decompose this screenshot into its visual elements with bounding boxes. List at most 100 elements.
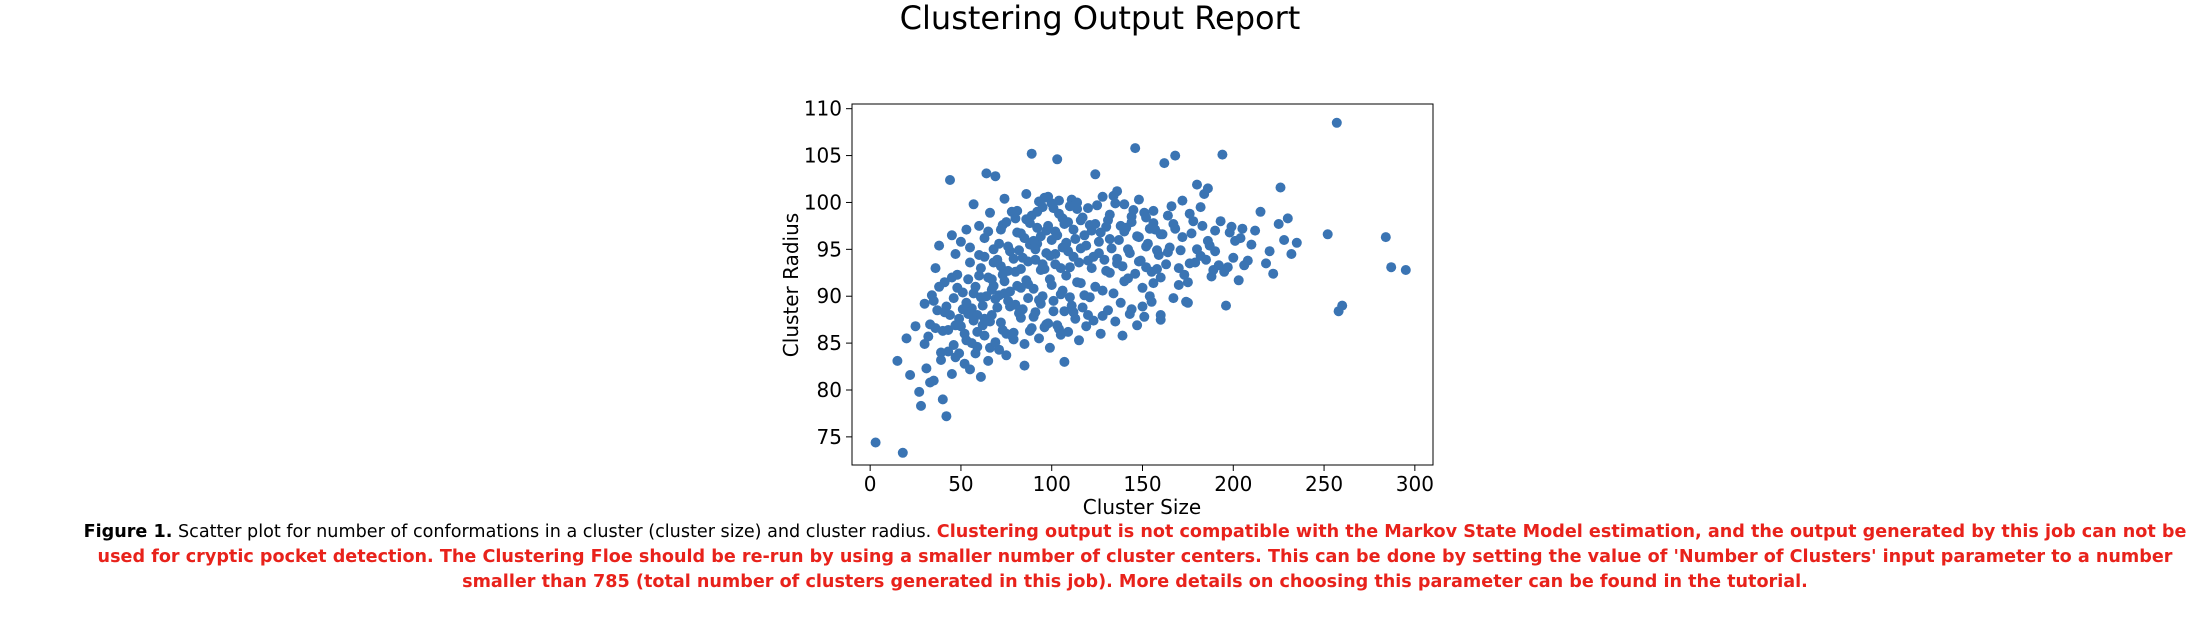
scatter-point xyxy=(1019,339,1030,349)
scatter-point xyxy=(1108,288,1119,299)
scatter-point xyxy=(974,220,985,231)
scatter-point xyxy=(1008,327,1019,338)
scatter-point xyxy=(1164,242,1175,253)
scatter-point xyxy=(974,270,985,281)
scatter-point xyxy=(1380,232,1391,243)
scatter-point xyxy=(950,320,961,331)
scatter-point xyxy=(1028,235,1039,246)
scatter-point xyxy=(1291,237,1302,248)
y-tick-label: 80 xyxy=(817,378,842,402)
scatter-point xyxy=(910,321,921,332)
scatter-point xyxy=(1233,275,1244,286)
scatter-point xyxy=(1083,203,1093,214)
scatter-point xyxy=(919,298,930,309)
scatter-point xyxy=(975,292,986,303)
scatter-point xyxy=(1064,292,1075,303)
scatter-point xyxy=(1400,265,1411,275)
scatter-point xyxy=(1035,298,1046,309)
scatter-point xyxy=(923,331,934,342)
scatter-point xyxy=(1088,315,1099,326)
scatter-point xyxy=(1128,205,1139,215)
scatter-point xyxy=(1044,342,1055,353)
scatter-point xyxy=(1026,323,1037,334)
scatter-point xyxy=(1019,360,1030,371)
scatter-point xyxy=(997,325,1008,335)
scatter-point xyxy=(897,447,908,458)
scatter-point xyxy=(1142,238,1153,249)
scatter-point xyxy=(1090,169,1101,180)
scatter-point xyxy=(1024,218,1035,229)
scatter-point xyxy=(992,302,1003,313)
scatter-point xyxy=(1057,285,1068,296)
scatter-point xyxy=(1195,202,1206,213)
scatter-point xyxy=(1250,225,1261,236)
scatter-point xyxy=(1041,319,1052,330)
scatter-point xyxy=(1192,244,1202,255)
scatter-point xyxy=(994,290,1005,301)
scatter-point xyxy=(1037,291,1048,302)
scatter-point xyxy=(1052,154,1063,165)
report-title: Clustering Output Report xyxy=(899,0,1301,37)
scatter-point xyxy=(997,269,1008,280)
scatter-point xyxy=(1190,257,1201,268)
scatter-point xyxy=(1032,222,1043,233)
scatter-point xyxy=(1117,261,1128,272)
scatter-point xyxy=(1039,192,1050,203)
scatter-point xyxy=(979,330,990,341)
scatter-point xyxy=(941,411,952,422)
scatter-point xyxy=(977,300,988,311)
scatter-point xyxy=(1008,253,1019,264)
scatter-point xyxy=(901,333,912,344)
scatter-point xyxy=(1023,256,1034,267)
scatter-point xyxy=(1133,194,1144,205)
x-tick-label: 50 xyxy=(948,472,973,496)
scatter-point xyxy=(1188,216,1199,227)
scatter-point xyxy=(1017,304,1028,315)
scatter-point xyxy=(1026,148,1037,159)
scatter-point xyxy=(870,437,881,448)
scatter-point xyxy=(1137,301,1148,312)
scatter-point xyxy=(1070,313,1081,324)
scatter-point xyxy=(1104,234,1115,244)
scatter-point xyxy=(999,193,1010,204)
scatter-point xyxy=(1153,250,1164,260)
scatter-point xyxy=(1155,310,1166,320)
scatter-point xyxy=(995,317,1006,328)
scatter-point xyxy=(961,335,972,346)
scatter-point xyxy=(1088,251,1099,262)
scatter-point xyxy=(1074,335,1084,346)
scatter-point xyxy=(990,171,1001,182)
scatter-point xyxy=(1099,254,1110,265)
scatter-point xyxy=(1237,223,1248,234)
scatter-point xyxy=(1202,183,1213,194)
scatter-points xyxy=(870,117,1411,458)
scatter-point xyxy=(1179,269,1190,280)
scatter-point xyxy=(994,238,1005,249)
scatter-point xyxy=(946,230,957,241)
scatter-point xyxy=(1173,263,1184,274)
scatter-point xyxy=(979,251,990,262)
y-tick-label: 110 xyxy=(804,97,842,121)
scatter-point xyxy=(1182,277,1193,288)
figure-caption: Figure 1. Scatter plot for number of con… xyxy=(70,520,2200,595)
scatter-point xyxy=(1119,276,1130,287)
scatter-point xyxy=(1155,229,1166,240)
scatter-point xyxy=(1068,224,1079,235)
scatter-point xyxy=(1275,182,1286,193)
scatter-point xyxy=(1226,221,1237,232)
scatter-point xyxy=(1268,268,1279,279)
scatter-point xyxy=(1052,320,1063,331)
scatter-point xyxy=(1161,259,1172,270)
compatibility-warning: Clustering output is not compatible with… xyxy=(97,522,2187,592)
scatter-point xyxy=(1072,197,1083,208)
scatter-point xyxy=(1035,231,1046,242)
scatter-point xyxy=(1015,264,1026,274)
scatter-point xyxy=(963,274,974,285)
scatter-point xyxy=(1166,201,1177,212)
scatter-point xyxy=(1037,259,1048,270)
scatter-point xyxy=(1005,286,1015,297)
scatter-point xyxy=(957,304,968,315)
scatter-point xyxy=(1132,231,1143,242)
scatter-point xyxy=(1197,220,1208,231)
